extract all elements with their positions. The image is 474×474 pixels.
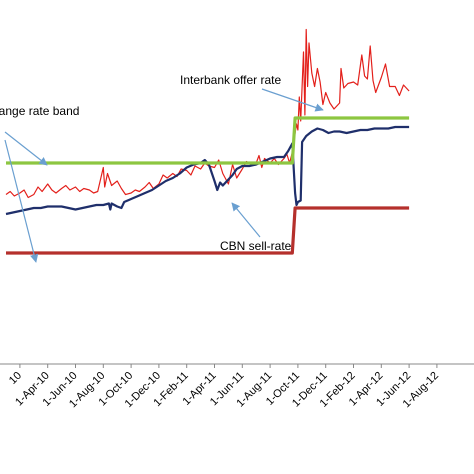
arrow-to-cbn <box>231 202 261 238</box>
interbank-offer-rate-line <box>5 28 410 199</box>
cbn-sell-rate-line <box>5 125 410 216</box>
arrow-to-band-upper <box>4 131 48 166</box>
annotation-layer: Interbank offer rate hange rate band CBN s… <box>0 73 324 263</box>
annotation-cbn-sell-rate: CBN sell-rate <box>220 239 292 253</box>
annotation-interbank-offer-rate: Interbank offer rate <box>180 73 282 87</box>
annotation-exchange-rate-band: hange rate band <box>0 104 79 118</box>
band-lower-line <box>6 206 410 255</box>
arrow-to-band-lower <box>4 139 39 263</box>
x-tick-label: 10 <box>7 370 24 387</box>
series-layer <box>5 28 410 255</box>
x-axis: 101-Apr-101-Jun-101-Aug-101-Oct-101-Dec-… <box>0 363 474 410</box>
band-upper-line <box>6 116 410 165</box>
arrow-to-interbank <box>261 88 324 112</box>
